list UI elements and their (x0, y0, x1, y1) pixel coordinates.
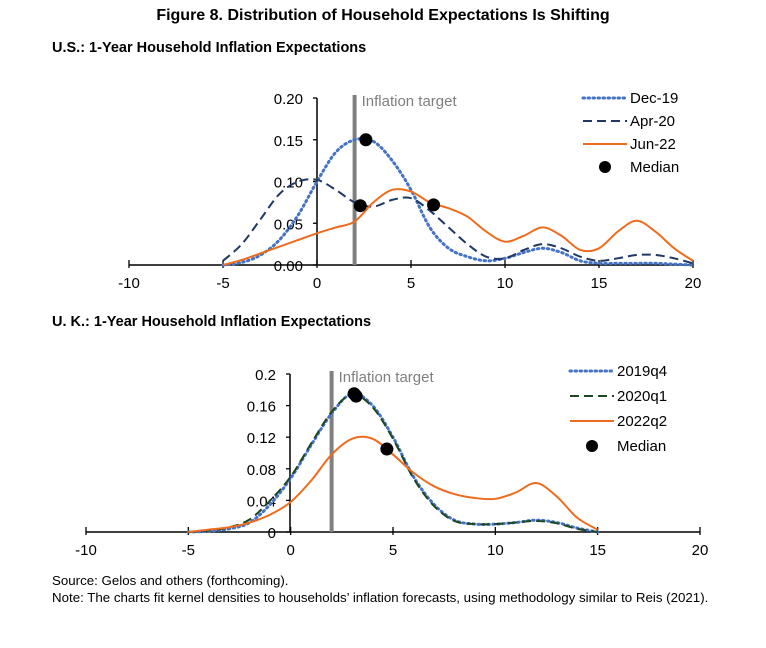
series-line-Dec-19 (221, 137, 695, 267)
y-tick-label: 0.12 (247, 430, 276, 447)
legend-median-marker (599, 161, 611, 173)
x-tick-label: 0 (313, 275, 321, 292)
y-tick-label: 0 (268, 525, 276, 542)
y-tick-label: 0.15 (274, 133, 303, 150)
x-tick-label: 10 (487, 542, 504, 559)
x-tick-label: -10 (118, 275, 140, 292)
y-tick-label: 0.00 (274, 258, 303, 275)
series-line-2020q1 (188, 393, 598, 533)
legend-label: Jun-22 (630, 136, 676, 153)
x-tick-label: -5 (182, 542, 195, 559)
methodology-note: Note: The charts fit kernel densities to… (52, 590, 709, 605)
y-tick-label: 0.08 (247, 462, 276, 479)
series-line-2022q2 (188, 435, 599, 533)
x-tick-label: 20 (685, 275, 702, 292)
x-tick-label: 0 (286, 542, 294, 559)
legend-label: Median (630, 159, 679, 176)
inflation-target-label: Inflation target (362, 93, 458, 110)
x-tick-label: 5 (407, 275, 415, 292)
x-tick-label: 15 (591, 275, 608, 292)
y-tick-label: 0.2 (255, 367, 276, 384)
chart-0: -10 -5 0 5 10 15 200.000.050.100.150.20 Inflati… (118, 90, 701, 292)
legend-median-marker (586, 440, 598, 452)
series-line-Jun-22 (222, 188, 694, 266)
median-point (427, 198, 441, 212)
y-tick-label: 0.04 (247, 493, 276, 510)
legend-label: 2019q4 (617, 363, 667, 380)
inflation-target-label: Inflation target (339, 369, 435, 386)
legend-label: Apr-20 (630, 113, 675, 130)
legend-label: Dec-19 (630, 90, 678, 107)
source-note: Source: Gelos and others (forthcoming). (52, 573, 289, 588)
median-point (353, 199, 367, 213)
y-tick-label: 0.10 (274, 175, 303, 192)
x-tick-label: 15 (589, 542, 606, 559)
x-tick-label: -5 (216, 275, 229, 292)
median-point (380, 442, 394, 456)
figure-title: Figure 8. Distribution of Household Expe… (156, 7, 610, 24)
chart-1: -10 -5 0 5 10 15 20 0 0.04 0.08 0.12 0.16 0.2 Inflati… (75, 363, 708, 559)
x-tick-label: -10 (75, 542, 97, 559)
x-tick-label: 20 (692, 542, 709, 559)
legend-label: 2020q1 (617, 388, 667, 405)
x-tick-label: 5 (389, 542, 397, 559)
legend-label: 2022q2 (617, 413, 667, 430)
y-tick-label: 0.20 (274, 91, 303, 108)
us-chart-title: U.S.: 1-Year Household Inflation Expecta… (52, 40, 367, 56)
y-tick-label: 0.16 (247, 399, 276, 416)
median-point (349, 389, 363, 403)
uk-chart-title: U. K.: 1-Year Household Inflation Expect… (52, 314, 372, 330)
legend-label: Median (617, 438, 666, 455)
series-line-Apr-20 (222, 178, 694, 265)
median-point (359, 133, 373, 147)
x-tick-label: 10 (497, 275, 514, 292)
